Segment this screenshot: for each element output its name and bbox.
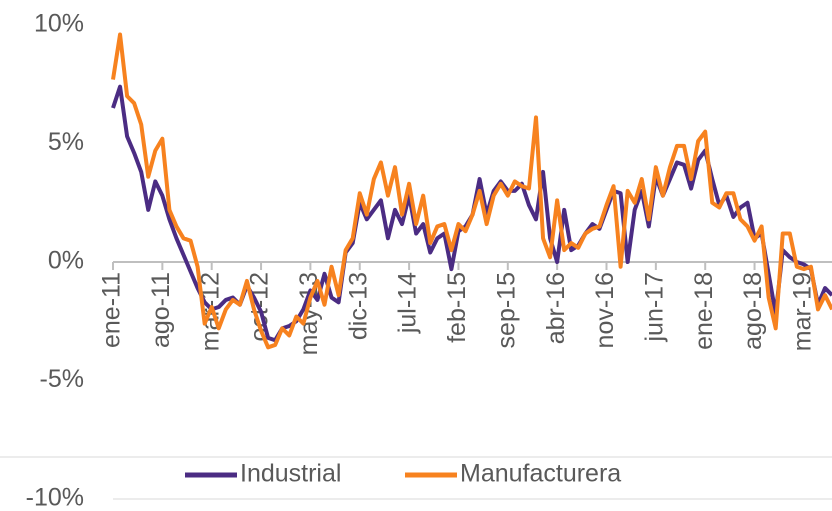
x-tick-label: nov-16 <box>591 272 619 348</box>
y-tick-label: -10% <box>26 484 84 511</box>
x-tick-label: ago-11 <box>147 272 175 348</box>
x-tick-label: ago-18 <box>739 272 767 350</box>
x-tick-label: sep-15 <box>492 272 520 348</box>
x-tick-label: abr-16 <box>542 272 570 344</box>
x-tick-label: dic-13 <box>344 272 372 340</box>
x-tick-label: feb-15 <box>443 272 471 343</box>
x-tick-label: jul-14 <box>394 272 422 334</box>
legend-label: Manufacturera <box>460 460 621 488</box>
y-tick-label: 5% <box>48 128 84 156</box>
x-tick-label: mar-19 <box>789 272 817 351</box>
series-line <box>111 32 832 350</box>
x-tick-label: ene-18 <box>690 272 718 350</box>
legend-label: Industrial <box>240 460 341 488</box>
y-tick-label: 10% <box>34 10 84 38</box>
x-tick-label: jun-17 <box>640 272 668 343</box>
x-tick-label: ene-11 <box>98 272 126 348</box>
y-tick-label: 0% <box>48 247 84 275</box>
y-tick-label: -5% <box>40 365 84 393</box>
